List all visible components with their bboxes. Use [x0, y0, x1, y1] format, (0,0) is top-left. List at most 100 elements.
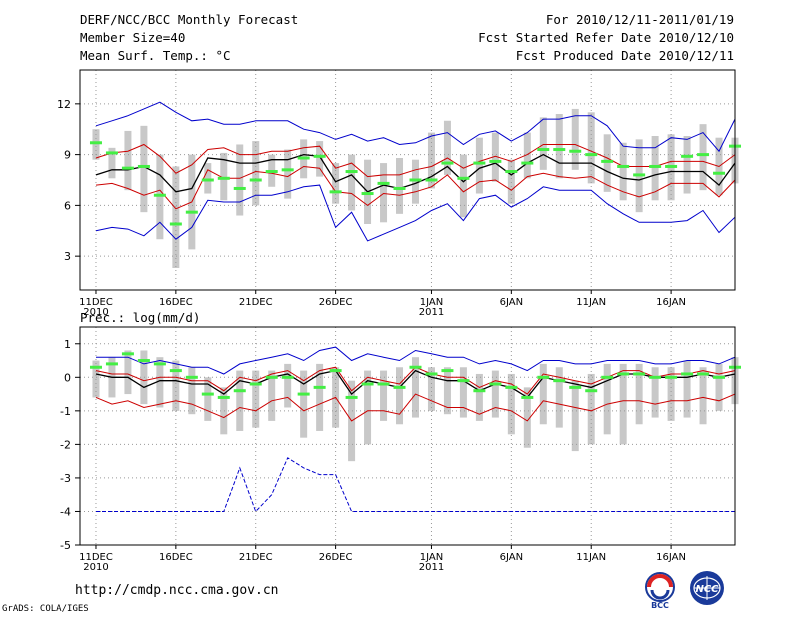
prec-range-box	[220, 387, 228, 435]
prec-range-box	[651, 367, 659, 418]
prec-range-box	[539, 363, 547, 425]
temp-range-box	[411, 159, 419, 204]
temp-range-box	[523, 132, 531, 179]
temp-plot-frame	[79, 69, 736, 291]
temp-xtick-label: 21DEC	[239, 297, 273, 308]
prec-range-box	[140, 350, 148, 405]
prec-range-box	[316, 363, 324, 431]
prec-xtick-label: 16DEC	[159, 552, 193, 563]
temp-xtick-year: 2011	[419, 307, 444, 318]
bcc-logo-text: BCC	[651, 601, 669, 610]
temp-range-box	[683, 136, 691, 194]
prec-xtick-year: 2010	[83, 562, 108, 573]
temp-range-box	[124, 130, 132, 191]
temp-ytick-label: 3	[64, 250, 71, 263]
precip-panel-title: Prec.: log(mm/d)	[80, 310, 200, 325]
temp-xtick-label: 11JAN	[576, 297, 606, 308]
prec-xtick-label: 1JAN	[420, 552, 443, 563]
grads-credit: GrADS: COLA/IGES	[2, 604, 89, 614]
prec-range-box	[667, 367, 675, 421]
prec-ytick-label: -1	[60, 405, 71, 418]
ncc-logo: NCC	[690, 571, 724, 605]
temp-range-box	[475, 137, 483, 194]
chart-title: DERF/NCC/BCC Monthly Forecast	[80, 12, 299, 27]
prec-range-box	[172, 360, 180, 411]
prec-xtick-label: 6JAN	[500, 552, 523, 563]
prec-range-box	[507, 373, 515, 435]
prec-range-box	[92, 360, 100, 398]
prec-range-box	[364, 370, 372, 445]
prec-ytick-label: 0	[64, 371, 71, 384]
forecast-range: For 2010/12/11-2011/01/19	[545, 12, 734, 27]
temp-xtick-year: 2010	[83, 307, 108, 318]
temp-range-box	[396, 158, 404, 214]
temp-range-box	[252, 141, 260, 206]
prec-xtick-label: 11JAN	[576, 552, 606, 563]
prec-ytick-label: -4	[60, 505, 71, 518]
prec-series-min	[96, 457, 735, 513]
temp-range-box	[236, 144, 244, 216]
temp-series-ensemble-mean	[95, 153, 736, 193]
prec-range-box	[411, 357, 419, 418]
prec-range-box	[380, 370, 388, 421]
prec-range-box	[491, 370, 499, 418]
temp-range-box	[699, 124, 707, 191]
prec-ytick-label: -5	[60, 539, 71, 552]
temp-range-box	[108, 147, 116, 179]
temp-range-box	[380, 163, 388, 223]
temp-range-box	[220, 152, 228, 201]
prec-range-box	[683, 360, 691, 418]
prec-ytick-label: -2	[60, 438, 71, 451]
temp-range-box	[587, 112, 595, 184]
temp-range-box	[619, 142, 627, 201]
temp-range-box	[332, 163, 340, 204]
prec-range-box	[300, 370, 308, 438]
bcc-logo: BCC	[645, 572, 675, 610]
temp-ytick-label: 12	[57, 98, 71, 111]
temp-range-box	[603, 134, 611, 192]
temp-xtick-label: 11DEC	[79, 297, 113, 308]
prec-xtick-year: 2011	[419, 562, 444, 573]
temp-xtick-label: 1JAN	[420, 297, 443, 308]
temp-range-box	[156, 154, 164, 240]
temp-range-box	[284, 149, 292, 199]
prec-range-box	[268, 370, 276, 421]
source-url[interactable]: http://cmdp.ncc.cma.gov.cn	[75, 583, 279, 598]
forecast-produced-date: Fcst Produced Date 2010/12/11	[515, 48, 734, 63]
prec-range-box	[619, 363, 627, 445]
prec-range-box	[635, 363, 643, 425]
prec-series-lower-band	[95, 393, 736, 422]
temp-xtick-label: 26DEC	[319, 297, 353, 308]
prec-range-box	[555, 367, 563, 428]
temp-series-max	[95, 101, 736, 153]
temp-range-box	[459, 154, 467, 218]
temp-range-box	[140, 125, 148, 213]
prec-range-box	[427, 367, 435, 411]
temp-ytick-label: 9	[64, 149, 71, 162]
temp-range-box	[507, 159, 515, 204]
prec-range-box	[459, 367, 467, 418]
temp-xtick-label: 6JAN	[500, 297, 523, 308]
prec-range-box	[188, 367, 196, 415]
temp-range-box	[172, 166, 180, 268]
forecast-start-date: Fcst Started Refer Date 2010/12/10	[478, 30, 734, 45]
ncc-logo-text: NCC	[695, 584, 719, 595]
temp-range-box	[427, 132, 435, 189]
temp-xtick-label: 16JAN	[656, 297, 686, 308]
prec-ytick-label: 1	[64, 338, 71, 351]
prec-range-box	[236, 370, 244, 431]
member-size: Member Size=40	[80, 30, 186, 45]
prec-range-box	[571, 380, 579, 452]
temp-ytick-label: 6	[64, 199, 71, 212]
temp-range-box	[651, 136, 659, 201]
prec-range-box	[523, 387, 531, 448]
prec-range-box	[443, 367, 451, 415]
temp-range-box	[316, 141, 324, 177]
prec-range-box	[284, 363, 292, 408]
prec-ytick-label: -3	[60, 472, 71, 485]
prec-xtick-label: 26DEC	[319, 552, 353, 563]
prec-range-box	[715, 363, 723, 411]
